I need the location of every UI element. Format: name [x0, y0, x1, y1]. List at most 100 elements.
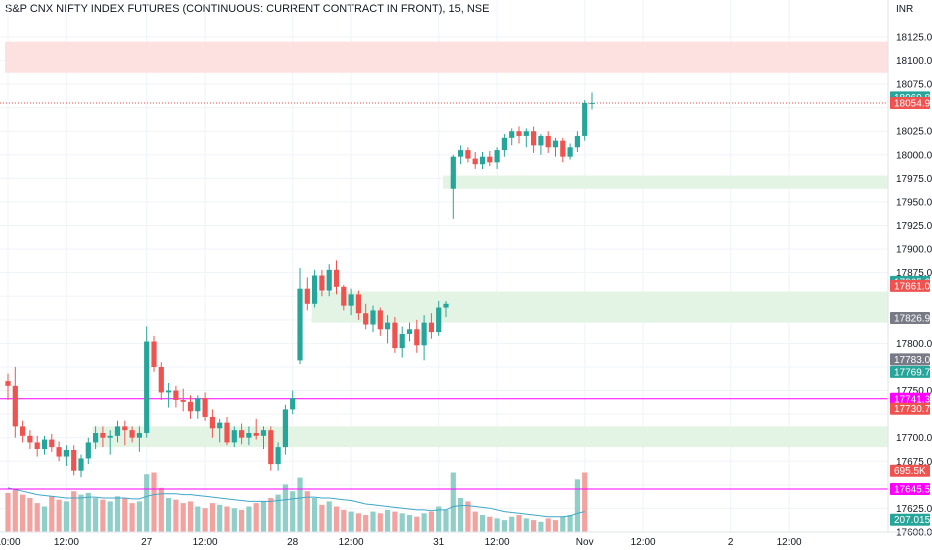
- candle: [370, 310, 376, 325]
- candle: [20, 426, 26, 436]
- price-tag-label: 17645.55: [894, 485, 932, 496]
- volume-bar: [187, 501, 194, 532]
- volume-bar: [151, 472, 157, 532]
- candle: [231, 430, 237, 443]
- time-axis[interactable]: 10:00 12:00 27 12:00 28 12:00 31 12:00 Nov 12:00 2…: [0, 531, 932, 548]
- price-tags: 18060.8518054.9017865.2517861.0517826.90…: [890, 91, 932, 526]
- volume-bar: [333, 506, 340, 532]
- volume-bar: [260, 501, 267, 532]
- volume-bar: [144, 474, 150, 532]
- candle: [545, 135, 551, 148]
- volume-bar: [326, 501, 332, 532]
- candle: [195, 398, 201, 412]
- volume-bar: [574, 479, 580, 532]
- volume-bar: [239, 509, 245, 532]
- price-tick-label: 17925.00: [896, 221, 932, 232]
- candle: [465, 150, 471, 159]
- candle: [450, 156, 456, 189]
- price-tag: [890, 365, 930, 378]
- volume-bar: [158, 487, 164, 532]
- time-tick-label: 12:00: [54, 537, 79, 548]
- candles: [5, 92, 595, 478]
- candle: [377, 310, 383, 330]
- price-tag-label: 17783.00: [894, 355, 932, 366]
- candle: [260, 430, 267, 436]
- volume-bar: [399, 513, 405, 532]
- candle: [363, 313, 369, 325]
- volume-bar: [377, 513, 383, 532]
- candle: [458, 150, 464, 157]
- price-tag: [890, 402, 930, 415]
- candle: [574, 135, 580, 148]
- price-tag: [890, 279, 930, 292]
- price-tick-label: 17950.00: [896, 197, 932, 208]
- volume-bar: [49, 496, 55, 532]
- volume-bar: [319, 504, 325, 532]
- candle: [560, 140, 566, 157]
- grid-lines: [0, 0, 888, 533]
- volume-bar: [545, 518, 551, 532]
- volume-bar: [487, 516, 493, 532]
- price-tick-label: 18025.00: [896, 127, 932, 138]
- time-tick-label: 12:00: [631, 537, 656, 548]
- candle: [93, 432, 99, 443]
- volume-bar: [531, 520, 537, 532]
- chart-title: S&P CNX NIFTY INDEX FUTURES (CONTINUOUS:…: [5, 3, 490, 15]
- candle: [122, 426, 128, 431]
- volume-bar: [355, 513, 361, 532]
- candle: [173, 390, 179, 400]
- volume-bar: [85, 492, 91, 532]
- volume-bar: [297, 477, 303, 532]
- candle: [333, 269, 340, 287]
- zone-green: [311, 291, 889, 323]
- price-tick-label: 18100.00: [896, 56, 932, 67]
- candle: [34, 442, 40, 450]
- candle: [582, 102, 588, 136]
- candle: [12, 385, 18, 427]
- volume-bar: [129, 503, 135, 532]
- candle: [85, 442, 91, 459]
- volume-bar: [224, 506, 230, 532]
- candle: [399, 333, 405, 349]
- volume-bar: [209, 503, 215, 532]
- candle: [56, 447, 62, 457]
- volume-bar: [27, 498, 33, 532]
- volume-bar: [567, 515, 573, 532]
- candle: [443, 303, 449, 308]
- price-tag-label: 207.015K: [894, 515, 932, 526]
- candle: [275, 447, 281, 465]
- volume-bar: [122, 498, 128, 532]
- candle: [144, 341, 150, 433]
- zone-green: [92, 426, 889, 448]
- candle: [217, 422, 223, 429]
- volume-bar: [63, 501, 69, 532]
- volume-bar: [538, 521, 544, 532]
- time-tick-label: 12:00: [485, 537, 510, 548]
- volume-bar: [166, 498, 172, 532]
- candle: [567, 147, 573, 157]
- volume-bar: [392, 511, 398, 532]
- candle: [209, 416, 215, 429]
- price-axis[interactable]: 18125.00 18100.00 18075.00 18025.00 18000.00…: [887, 0, 932, 539]
- volume-bar: [582, 472, 588, 532]
- volume-bar: [458, 498, 464, 532]
- volume-bar: [385, 509, 391, 532]
- volume-bar: [479, 515, 486, 532]
- volume-bar: [34, 503, 40, 532]
- candle: [472, 158, 478, 165]
- candle: [253, 432, 259, 436]
- volume-bar: [253, 503, 259, 532]
- price-tag-label: 17826.90: [894, 314, 932, 325]
- volume-bar: [20, 494, 26, 532]
- currency-label: INR: [896, 4, 913, 15]
- volume-bar: [406, 515, 413, 532]
- candle: [158, 366, 164, 393]
- price-tick-label: 18000.00: [896, 150, 932, 161]
- volume-bar: [552, 520, 559, 532]
- price-tag-label: 695.5K: [894, 466, 926, 477]
- candle: [589, 102, 595, 104]
- candle: [494, 150, 500, 163]
- volume-bar: [231, 508, 237, 532]
- price-tag-label: 17769.75: [894, 367, 932, 378]
